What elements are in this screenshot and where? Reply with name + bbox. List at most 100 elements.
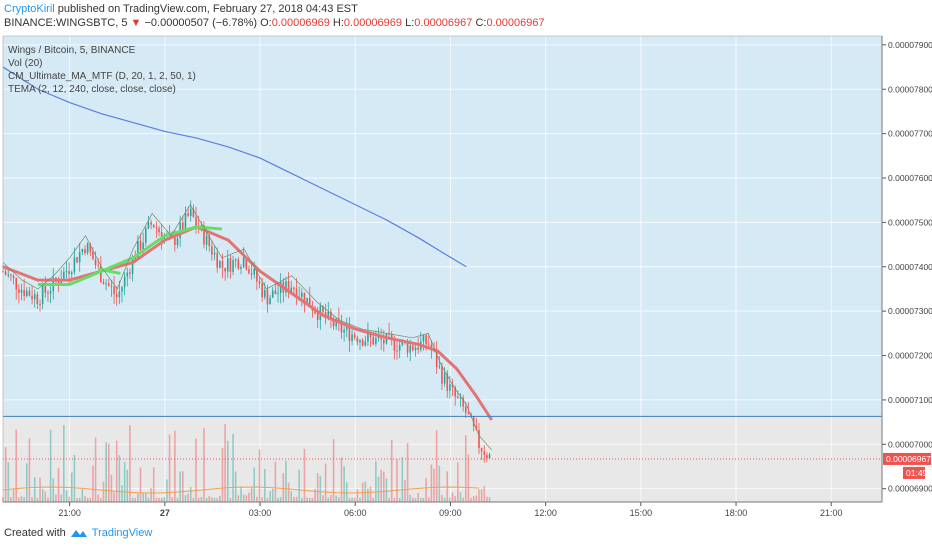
candle-body (97, 265, 99, 267)
close-label: C: (475, 17, 487, 29)
volume-bar (409, 494, 412, 502)
volume-bar (256, 496, 258, 502)
volume-bar (197, 497, 200, 502)
candle-body (129, 272, 131, 274)
candle-body (271, 290, 274, 298)
volume-bar (398, 497, 401, 502)
candle-body (467, 412, 470, 415)
candle-body (118, 291, 121, 298)
candle-body (306, 297, 308, 305)
y-tick-label: 0.00007500 (888, 217, 932, 227)
volume-bar (234, 471, 237, 502)
candle-body (250, 273, 253, 275)
volume-bar (60, 494, 62, 502)
candle-body (65, 271, 68, 273)
candle-body (89, 243, 92, 252)
candle-body (261, 283, 263, 298)
candle-body (150, 222, 152, 225)
volume-bar (314, 488, 316, 502)
price-chart[interactable]: 0.00007900 0.00007800 0.00007700 0.00007600… (0, 32, 932, 522)
volume-bar (375, 461, 377, 502)
volume-bar (171, 497, 174, 502)
candle-body (76, 257, 78, 263)
volume-bar (147, 497, 150, 502)
candle-body (356, 337, 359, 343)
volume-bar (248, 492, 250, 502)
candle-body (454, 387, 456, 397)
countdown-label: 01:49 (906, 468, 928, 478)
volume-bar (134, 497, 137, 502)
y-tick-label: 0.00007100 (888, 395, 932, 405)
volume-bar (253, 467, 256, 502)
volume-bar (205, 497, 208, 502)
volume-bar (155, 497, 158, 502)
x-tick-label: 15:00 (630, 508, 653, 518)
volume-bar (229, 497, 232, 502)
open-label: O: (260, 17, 272, 29)
candle-body (372, 337, 375, 345)
volume-bar (81, 489, 84, 502)
volume-bar (68, 496, 70, 502)
volume-bar (451, 492, 454, 502)
candle-body (441, 366, 443, 384)
candle-body (285, 281, 287, 293)
candle-body (155, 227, 158, 229)
candle-body (308, 297, 311, 308)
volume-bar (86, 498, 89, 502)
candle-body (7, 274, 10, 276)
volume-bar (483, 485, 486, 502)
candle-body (256, 269, 258, 282)
candle-body (242, 257, 245, 268)
candle-body (182, 222, 184, 230)
plot-frame (2, 35, 883, 503)
volume-bar (396, 459, 398, 502)
volume-bar (356, 489, 359, 502)
high-value: 0.00006969 (343, 17, 403, 29)
volume-bar (41, 488, 44, 502)
volume-bar (359, 497, 361, 502)
volume-bar (18, 497, 20, 502)
volume-bar (187, 493, 189, 502)
volume-bar (97, 494, 99, 502)
volume-bar (412, 497, 414, 502)
volume-bar (131, 497, 134, 502)
volume-bar (163, 497, 166, 502)
candle-body (68, 271, 70, 275)
candle-body (425, 335, 427, 345)
volume-bar (393, 497, 396, 502)
ma-green-line (37, 225, 223, 287)
volume-bar (441, 495, 443, 502)
volume-bar (443, 497, 446, 502)
volume-bar (224, 424, 226, 502)
author-link[interactable]: CryptoKiril (4, 3, 55, 15)
candle-body (113, 286, 115, 295)
volume-bar (264, 469, 266, 502)
candle-body (327, 311, 330, 318)
low-label: L: (405, 17, 415, 29)
candle-body (427, 344, 430, 346)
volume-bar (105, 442, 107, 502)
volume-bar (33, 477, 36, 502)
tradingview-link[interactable]: TradingView (91, 527, 153, 539)
volume-bar (250, 487, 253, 502)
candle-body (486, 455, 488, 459)
candle-body (248, 269, 250, 274)
candle-body (44, 285, 47, 293)
candle-body (70, 272, 73, 275)
volume-bar (306, 497, 308, 502)
candle-body (142, 242, 144, 250)
candle-body (192, 208, 195, 217)
y-tick-label: 0.00006900 (888, 484, 932, 494)
candle-body (15, 278, 18, 290)
x-tick-label: 09:00 (439, 508, 462, 518)
volume-bar (290, 491, 293, 502)
candle-body (478, 429, 480, 449)
volume-bar (301, 497, 303, 502)
volume-bar (150, 488, 152, 502)
volume-bar (353, 497, 356, 502)
candle-body (367, 332, 369, 342)
volume-bar (184, 495, 187, 502)
volume-bar (332, 439, 335, 502)
volume-bar (340, 457, 343, 502)
candle-body (422, 335, 425, 342)
